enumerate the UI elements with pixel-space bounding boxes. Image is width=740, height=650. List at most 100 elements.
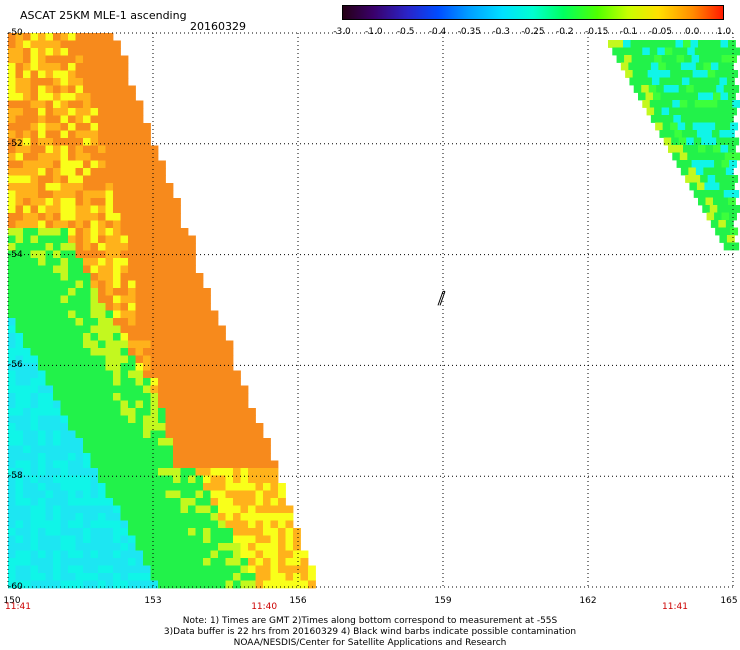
swath-pixel xyxy=(143,558,151,566)
swath-pixel xyxy=(158,528,166,536)
swath-pixel xyxy=(165,258,174,266)
swath-pixel xyxy=(23,475,31,484)
swath-pixel xyxy=(210,490,219,499)
swath-pixel xyxy=(120,55,129,64)
swath-pixel xyxy=(270,513,279,521)
swath-pixel xyxy=(195,303,204,311)
swath-pixel xyxy=(718,62,727,71)
swath-pixel xyxy=(60,183,69,191)
swath-pixel xyxy=(703,62,712,71)
swath-pixel xyxy=(8,513,16,521)
swath-pixel xyxy=(8,325,16,334)
swath-pixel xyxy=(135,153,144,161)
swath-pixel xyxy=(180,430,189,439)
swath-pixel xyxy=(75,528,84,536)
swath-pixel xyxy=(45,393,54,401)
swath-pixel xyxy=(30,498,39,506)
swath-pixel xyxy=(113,393,121,401)
swath-pixel xyxy=(158,220,166,229)
swath-pixel xyxy=(203,453,211,461)
swath-pixel xyxy=(68,550,76,559)
swath-pixel xyxy=(23,355,31,364)
swath-pixel xyxy=(173,363,181,371)
swath-pixel xyxy=(700,122,709,131)
swath-pixel xyxy=(105,265,114,274)
swath-pixel xyxy=(98,423,106,431)
swath-pixel xyxy=(651,77,660,86)
swath-pixel xyxy=(68,453,76,461)
swath-pixel xyxy=(60,460,69,469)
swath-pixel xyxy=(38,48,46,56)
swath-pixel xyxy=(45,168,54,176)
swath-pixel xyxy=(150,213,159,221)
swath-pixel xyxy=(135,580,144,589)
swath-pixel xyxy=(210,565,219,574)
swath-pixel xyxy=(8,123,16,131)
swath-pixel xyxy=(30,505,39,514)
swath-pixel xyxy=(30,325,39,334)
swath-pixel xyxy=(75,558,84,566)
swath-pixel xyxy=(691,107,700,116)
swath-pixel xyxy=(135,370,144,379)
swath-pixel xyxy=(68,85,76,94)
swath-pixel xyxy=(128,250,136,259)
swath-pixel xyxy=(8,303,16,311)
swath-pixel xyxy=(270,565,279,574)
swath-pixel xyxy=(180,243,189,251)
swath-pixel xyxy=(135,430,144,439)
swath-pixel xyxy=(113,378,121,386)
swath-pixel xyxy=(722,227,731,236)
swath-pixel xyxy=(270,460,279,469)
swath-pixel xyxy=(15,108,24,116)
swath-pixel xyxy=(165,363,174,371)
swath-pixel xyxy=(53,378,61,386)
swath-pixel xyxy=(75,408,84,416)
swath-pixel xyxy=(709,47,718,56)
swath-pixel xyxy=(98,220,106,229)
swath-pixel xyxy=(150,145,159,154)
swath-pixel xyxy=(240,535,249,544)
swath-pixel xyxy=(98,348,106,356)
swath-pixel xyxy=(128,85,136,94)
swath-pixel xyxy=(38,438,46,446)
swath-pixel xyxy=(113,310,121,319)
swath-pixel xyxy=(90,438,99,446)
swath-pixel xyxy=(105,123,114,131)
swath-pixel xyxy=(75,318,84,326)
swath-pixel xyxy=(143,535,151,544)
swath-pixel xyxy=(30,415,39,424)
swath-pixel xyxy=(188,333,196,341)
swath-pixel xyxy=(233,468,241,476)
swath-pixel xyxy=(687,47,696,56)
swath-pixel xyxy=(135,220,144,229)
swath-pixel xyxy=(158,513,166,521)
swath-pixel xyxy=(113,108,121,116)
swath-pixel xyxy=(45,33,54,41)
swath-pixel xyxy=(90,325,99,334)
swath-pixel xyxy=(105,438,114,446)
swath-pixel xyxy=(135,235,144,244)
swath-pixel xyxy=(158,258,166,266)
swath-pixel xyxy=(113,303,121,311)
swath-pixel xyxy=(150,573,159,581)
swath-pixel xyxy=(30,115,39,124)
swath-pixel xyxy=(165,423,174,431)
swath-pixel xyxy=(731,137,740,146)
swath-pixel xyxy=(30,445,39,454)
swath-pixel xyxy=(218,325,226,334)
swath-pixel xyxy=(233,445,241,454)
swath-pixel xyxy=(23,265,31,274)
swath-pixel xyxy=(68,40,76,49)
swath-pixel xyxy=(143,423,151,431)
swath-pixel xyxy=(60,558,69,566)
swath-pixel xyxy=(263,535,271,544)
swath-pixel xyxy=(113,205,121,214)
swath-pixel xyxy=(203,528,211,536)
swath-pixel xyxy=(23,543,31,551)
swath-pixel xyxy=(120,423,129,431)
swath-pixel xyxy=(8,505,16,514)
swath-pixel xyxy=(188,430,196,439)
swath-pixel xyxy=(240,543,249,551)
swath-pixel xyxy=(143,288,151,296)
swath-pixel xyxy=(68,93,76,101)
